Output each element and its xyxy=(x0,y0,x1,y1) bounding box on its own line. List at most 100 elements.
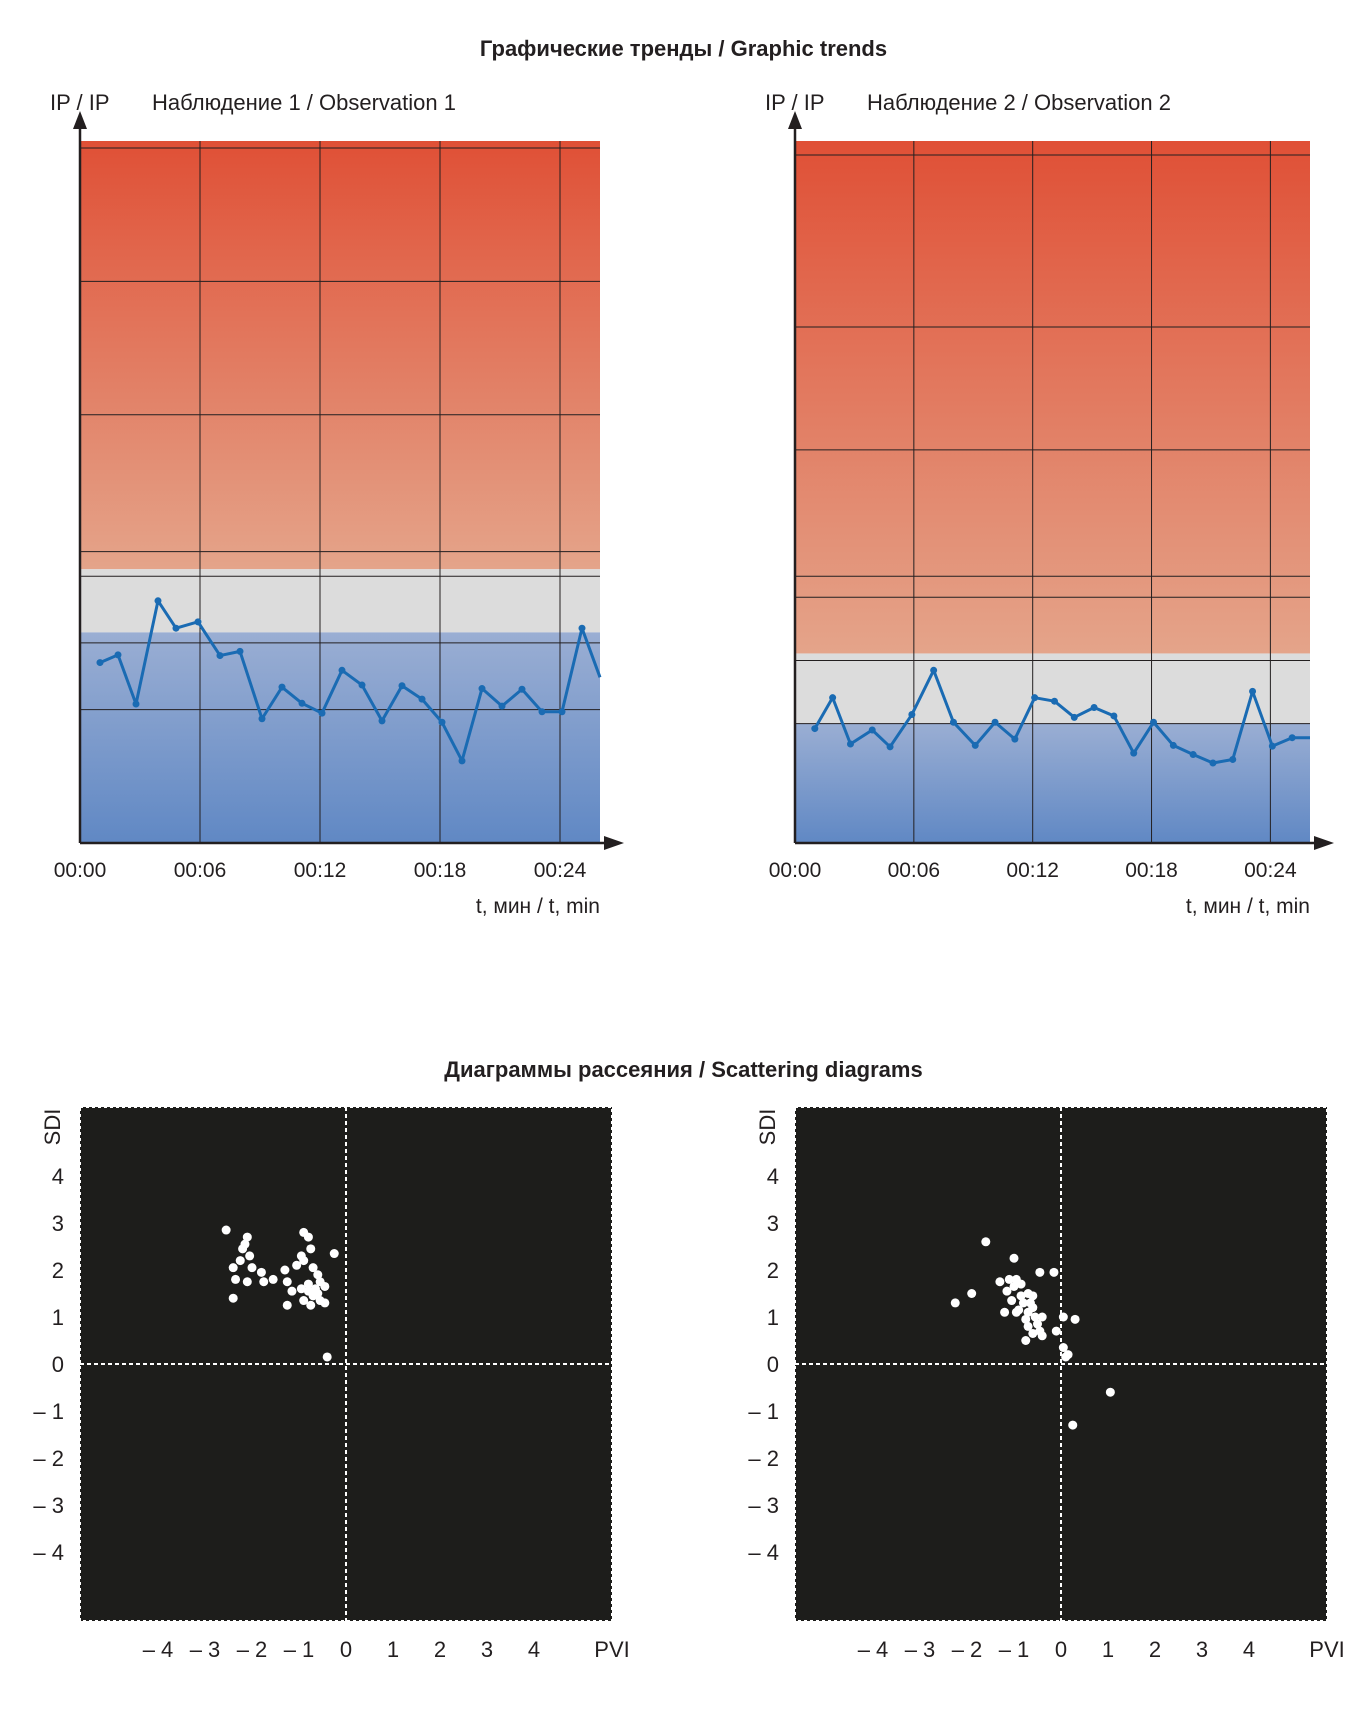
scatter-point xyxy=(1011,1307,1021,1317)
data-point xyxy=(216,652,224,660)
data-point xyxy=(1090,704,1098,712)
data-point xyxy=(1070,713,1078,721)
data-point xyxy=(418,695,426,703)
x-axis-label: t, мин / t, min xyxy=(476,895,600,918)
data-point xyxy=(1229,755,1237,763)
x-tick-label: 3 xyxy=(1196,1637,1208,1662)
x-axis-label: t, мин / t, min xyxy=(1186,895,1310,918)
x-tick-label: 1 xyxy=(1102,1637,1114,1662)
scatter-point xyxy=(231,1274,241,1284)
scatter-point xyxy=(1037,1312,1047,1322)
y-tick-label: – 4 xyxy=(33,1540,64,1565)
scatter-point xyxy=(259,1277,269,1287)
data-point xyxy=(908,711,916,719)
y-tick-label: – 3 xyxy=(33,1493,64,1518)
y-tick-label: 2 xyxy=(52,1258,64,1283)
y-tick-label: 4 xyxy=(52,1164,64,1189)
data-point xyxy=(1189,751,1197,759)
scatter-point xyxy=(308,1263,318,1273)
red-zone xyxy=(795,141,1310,654)
scatter-point xyxy=(995,1277,1005,1287)
data-point xyxy=(868,726,876,734)
scatter-point xyxy=(228,1293,238,1303)
scatter-point xyxy=(280,1265,290,1275)
scatter-point xyxy=(292,1260,302,1270)
data-point xyxy=(1169,741,1177,749)
scatter-point xyxy=(282,1300,292,1310)
y-tick-label: – 2 xyxy=(748,1446,779,1471)
x-tick-label: 00:12 xyxy=(1006,859,1059,882)
scatter-point xyxy=(1004,1274,1014,1284)
blue-zone xyxy=(795,723,1310,843)
x-tick-label: 00:00 xyxy=(769,859,822,882)
data-point xyxy=(971,741,979,749)
scatter-section-title: Диаграммы рассеяния / Scattering diagram… xyxy=(444,1057,923,1082)
scatter-point xyxy=(329,1249,339,1259)
x-tick-label: – 3 xyxy=(905,1637,936,1662)
data-point xyxy=(1011,735,1019,743)
x-axis-arrow xyxy=(604,836,624,850)
x-tick-label: 1 xyxy=(387,1637,399,1662)
x-tick-label: 4 xyxy=(1243,1637,1255,1662)
data-point xyxy=(1268,742,1276,750)
scatter-point xyxy=(247,1263,257,1273)
y-tick-label: – 3 xyxy=(748,1493,779,1518)
y-axis-label: IP / IP xyxy=(765,90,825,115)
data-point xyxy=(458,757,466,765)
data-point xyxy=(949,718,957,726)
x-tick-label: 0 xyxy=(1055,1637,1067,1662)
data-point xyxy=(258,715,266,723)
scatter-point xyxy=(299,1296,309,1306)
y-tick-label: 3 xyxy=(52,1211,64,1236)
y-tick-label: – 1 xyxy=(748,1399,779,1424)
scatter-point xyxy=(1049,1267,1059,1277)
x-tick-label: 00:06 xyxy=(888,859,941,882)
scatter-point xyxy=(1028,1303,1038,1313)
scatter-point xyxy=(221,1225,231,1235)
x-tick-label: – 4 xyxy=(143,1637,174,1662)
data-point xyxy=(886,743,894,751)
x-tick-label: – 2 xyxy=(237,1637,268,1662)
scatter-point xyxy=(950,1298,960,1308)
data-point xyxy=(1209,759,1217,767)
scatter-point xyxy=(1018,1298,1028,1308)
y-axis-label: SDI xyxy=(755,1109,780,1146)
scatter-point xyxy=(235,1256,245,1266)
scatter-point xyxy=(1007,1296,1017,1306)
scatter-point xyxy=(320,1281,330,1291)
scatter-point xyxy=(245,1251,255,1261)
scatter-point xyxy=(299,1256,309,1266)
scatter-point xyxy=(268,1274,278,1284)
data-point xyxy=(378,717,386,725)
scatter-point xyxy=(1033,1319,1042,1329)
data-point xyxy=(478,685,486,693)
data-point xyxy=(398,682,406,690)
scatter-point xyxy=(313,1270,323,1280)
scatter-point xyxy=(1016,1291,1026,1301)
scatter-point xyxy=(282,1277,292,1287)
data-point xyxy=(538,708,546,716)
data-point xyxy=(132,700,140,708)
scatter-point xyxy=(1009,1281,1019,1291)
trend-line xyxy=(99,599,602,763)
trends-section-title: Графические тренды / Graphic trends xyxy=(479,36,888,61)
data-point xyxy=(318,709,326,717)
scatter-point xyxy=(306,1244,316,1254)
x-tick-label: 00:12 xyxy=(294,859,347,882)
scatter-point xyxy=(1061,1352,1071,1362)
data-point xyxy=(811,725,819,733)
x-tick-label: – 2 xyxy=(952,1637,983,1662)
x-tick-label: 00:24 xyxy=(534,859,587,882)
data-point xyxy=(338,666,346,674)
data-point xyxy=(991,718,999,726)
data-point xyxy=(114,651,122,659)
scatter-point xyxy=(1068,1420,1078,1430)
y-axis-arrow xyxy=(73,111,87,129)
data-point xyxy=(1031,694,1039,702)
data-point xyxy=(930,666,938,674)
y-tick-label: 4 xyxy=(767,1164,779,1189)
x-tick-label: 2 xyxy=(1149,1637,1161,1662)
y-tick-label: – 1 xyxy=(33,1399,64,1424)
scatter-point xyxy=(967,1289,977,1298)
